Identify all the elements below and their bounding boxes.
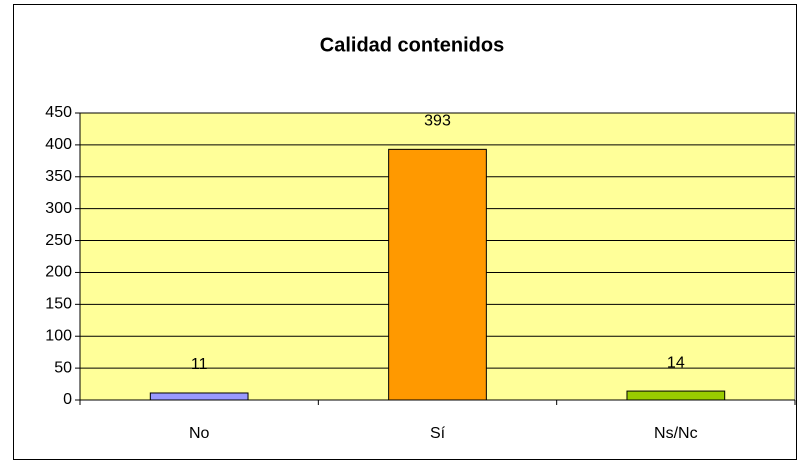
x-tick-label: No [189, 425, 210, 442]
bar [149, 392, 249, 401]
bar [626, 390, 726, 401]
data-label: 14 [667, 354, 685, 371]
y-tick-label: 200 [45, 264, 72, 281]
chart-title: Calidad contenidos [320, 34, 504, 56]
data-label: 393 [424, 113, 451, 130]
x-tick-label: Sí [430, 425, 446, 442]
y-tick-label: 350 [45, 168, 72, 185]
y-tick-label: 300 [45, 200, 72, 217]
y-tick-label: 250 [45, 232, 72, 249]
y-tick-label: 450 [45, 104, 72, 121]
data-label: 11 [191, 356, 208, 373]
y-tick-label: 400 [45, 136, 72, 153]
y-tick-label: 100 [45, 327, 72, 344]
y-tick-label: 50 [54, 359, 72, 376]
bar [388, 148, 487, 401]
y-tick-label: 150 [45, 296, 72, 313]
y-tick-label: 0 [63, 391, 72, 408]
x-tick-label: Ns/Nc [654, 425, 698, 442]
